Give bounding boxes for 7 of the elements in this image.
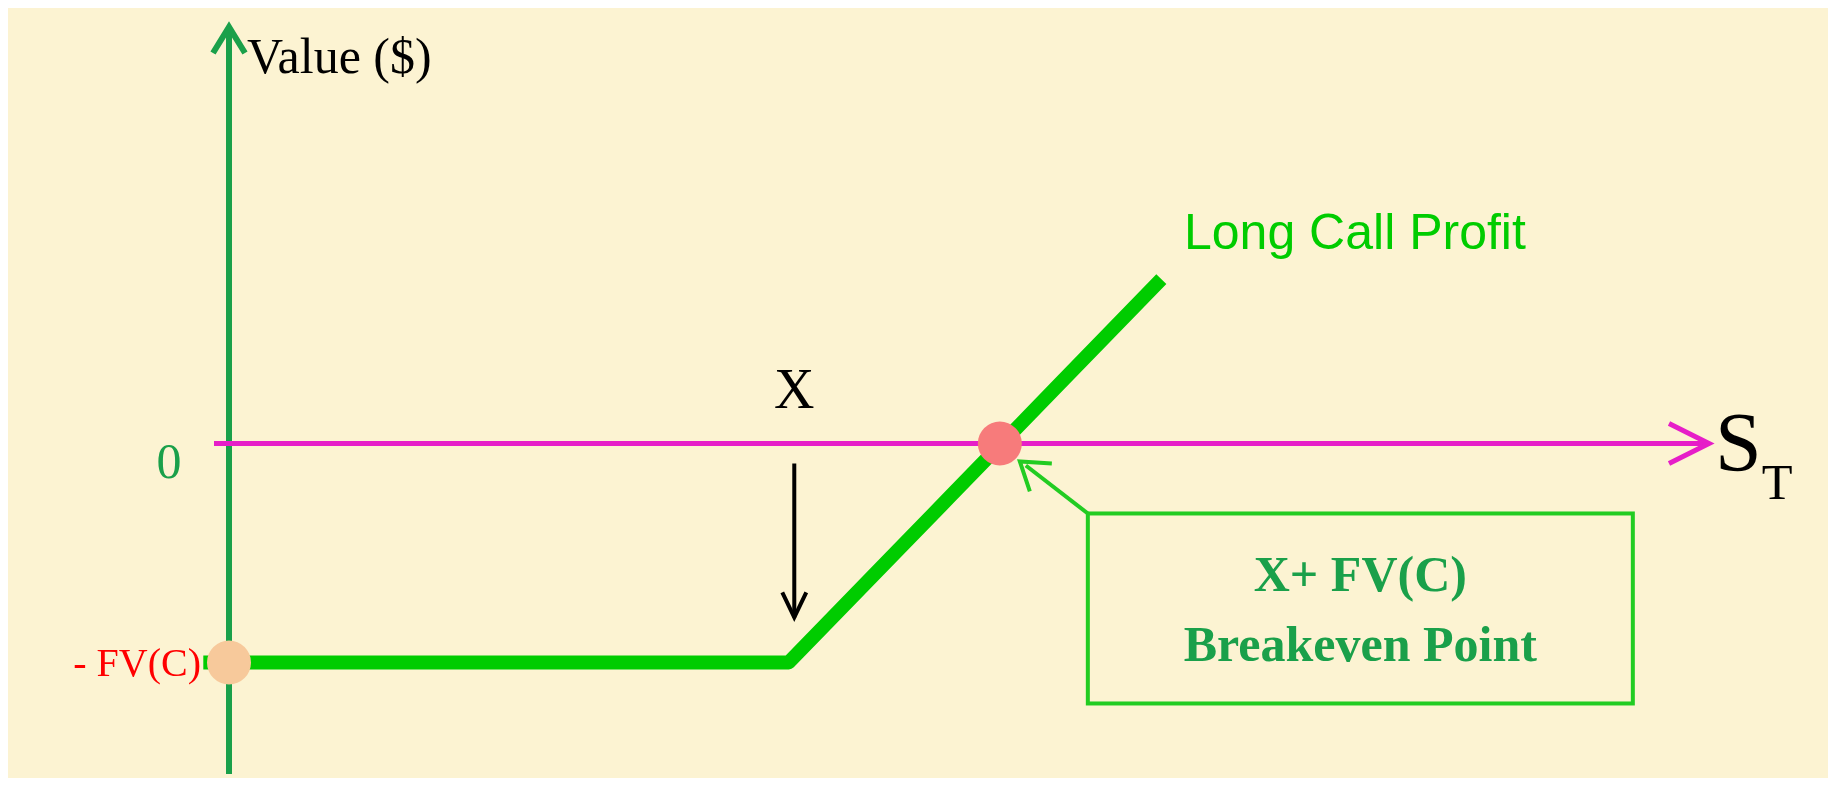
text: - FV(C) bbox=[73, 640, 201, 686]
y-axis-title: Value ($) bbox=[247, 28, 432, 84]
annotation: X bbox=[774, 358, 815, 421]
annotation: X+ FV(C) Breakeven Point bbox=[1183, 546, 1538, 673]
x-axis-title: S$_{T}$ bbox=[1715, 396, 1793, 511]
text: 0 bbox=[156, 433, 182, 490]
series-label: Long Call Profit bbox=[1184, 204, 1526, 261]
